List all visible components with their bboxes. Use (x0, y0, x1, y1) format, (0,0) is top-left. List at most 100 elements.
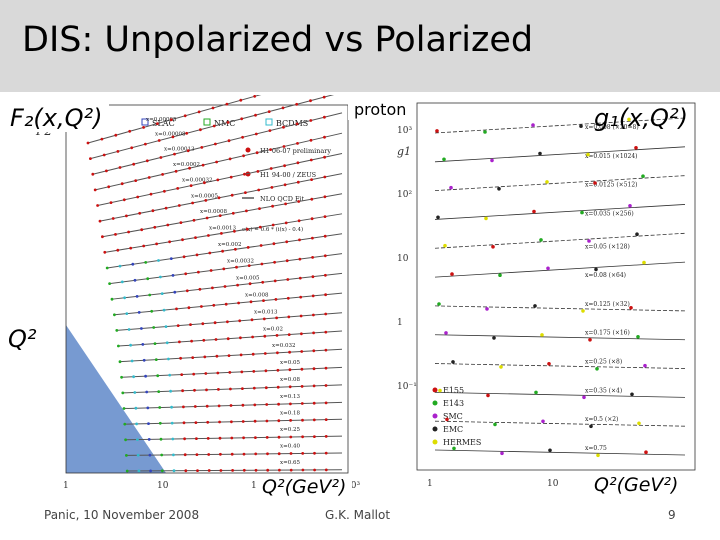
data-point (167, 357, 170, 361)
data-point (170, 421, 174, 425)
data-point (179, 356, 183, 360)
x-bin-label: x=0.032 (272, 343, 295, 349)
data-point (244, 191, 247, 194)
data-point (124, 438, 127, 442)
data-point (635, 232, 639, 236)
data-point (262, 317, 266, 321)
x-bin-label: x=0.008 (×20=8) (585, 124, 639, 131)
data-point (295, 102, 299, 106)
data-point (254, 132, 258, 136)
data-point (239, 336, 242, 340)
data-point (287, 333, 291, 336)
x-bin-label: x=0.08 (280, 377, 300, 383)
data-point (164, 206, 168, 210)
data-point (444, 331, 448, 335)
data-point (230, 436, 234, 440)
data-point (135, 295, 139, 298)
data-point (324, 273, 327, 277)
data-point (196, 469, 199, 472)
data-point (130, 146, 134, 150)
legend-marker (432, 413, 438, 419)
data-point (120, 375, 123, 379)
data-point (300, 332, 303, 336)
data-point (266, 452, 269, 456)
fit-curve (123, 401, 343, 410)
fit-curve (122, 384, 343, 394)
data-point (176, 187, 180, 190)
data-point (128, 129, 132, 133)
data-point (260, 262, 264, 266)
data-point (207, 469, 211, 472)
data-point (241, 387, 244, 390)
data-point (323, 175, 327, 179)
data-point (221, 249, 225, 253)
data-point (297, 219, 301, 223)
data-point (249, 300, 253, 304)
fit-curve (434, 204, 686, 220)
legend-marker (265, 118, 273, 126)
data-point (149, 469, 152, 473)
data-point (301, 468, 305, 472)
data-point (548, 448, 552, 453)
data-point (531, 123, 535, 127)
data-point (226, 337, 230, 341)
data-point (245, 227, 249, 231)
data-point (275, 316, 278, 320)
data-point (265, 436, 269, 439)
data-point (490, 158, 494, 163)
data-point (234, 247, 237, 251)
data-point (313, 468, 316, 472)
data-point (435, 129, 439, 133)
data-point (147, 422, 150, 425)
data-point (224, 302, 228, 306)
data-point (231, 211, 235, 215)
data-point (295, 122, 299, 126)
data-point (157, 259, 160, 262)
data-point (227, 354, 231, 357)
kinematic-region-shade (66, 325, 166, 473)
x-bin-label: x=0.035 (×256) (585, 210, 634, 217)
data-point (217, 388, 220, 391)
data-point (136, 438, 139, 441)
data-point (240, 370, 244, 374)
data-point (204, 199, 208, 202)
data-point (282, 145, 286, 148)
data-point (228, 157, 232, 161)
data-point (242, 452, 246, 456)
data-point (539, 238, 543, 242)
data-point (148, 453, 152, 457)
data-point (449, 185, 453, 190)
data-point (269, 167, 273, 170)
data-point (108, 282, 111, 285)
data-point (538, 151, 542, 156)
data-point (136, 453, 140, 457)
data-point (211, 106, 215, 110)
data-point (277, 402, 280, 406)
data-point (140, 228, 144, 232)
data-point (178, 340, 181, 344)
data-point (172, 453, 175, 457)
data-point (250, 318, 254, 322)
data-point (312, 331, 315, 335)
data-point (284, 202, 287, 206)
data-point (212, 124, 216, 128)
data-point (171, 135, 175, 139)
data-point (182, 255, 186, 259)
data-point (310, 178, 313, 181)
data-point (191, 356, 195, 359)
data-point (206, 420, 210, 424)
data-point (162, 308, 166, 312)
data-point (267, 110, 271, 113)
x-bin-label: x=0.0005 (191, 193, 218, 199)
x-bin-label: x=0.013 (254, 310, 278, 316)
data-point (311, 275, 315, 279)
data-point (285, 240, 289, 244)
data-point (324, 330, 328, 334)
data-point (118, 264, 122, 268)
data-point (160, 292, 164, 295)
data-point (98, 219, 102, 223)
data-point (264, 369, 268, 373)
data-point (438, 388, 442, 393)
data-point (183, 453, 187, 457)
data-point (113, 313, 116, 317)
